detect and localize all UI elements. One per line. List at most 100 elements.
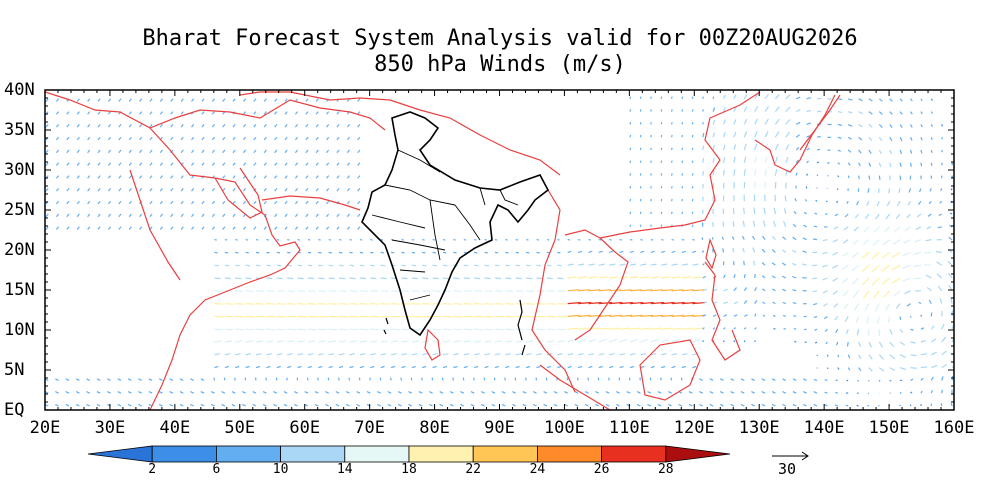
wind-vector	[297, 353, 304, 356]
wind-vector	[670, 377, 673, 381]
border-central-asia	[239, 91, 561, 176]
wind-vector	[882, 239, 891, 246]
wind-vector	[336, 226, 340, 230]
wind-vector	[660, 186, 663, 189]
wind-vector	[107, 226, 112, 230]
wind-vector	[584, 391, 589, 394]
wind-vector	[484, 251, 488, 254]
wind-vector	[222, 226, 226, 230]
wind-vector	[211, 124, 215, 128]
wind-vector	[222, 162, 226, 166]
wind-vector	[348, 377, 351, 381]
wind-vector	[913, 277, 921, 280]
wind-vector	[567, 250, 572, 253]
wind-vector	[222, 136, 226, 141]
wind-vector	[578, 276, 588, 279]
wind-vector	[650, 186, 652, 189]
wind-vector	[45, 98, 49, 102]
wind-vector	[868, 162, 872, 167]
wind-vector	[771, 262, 776, 266]
wind-vector	[526, 251, 530, 254]
colorbar-segment	[537, 445, 603, 463]
wind-vector	[823, 303, 828, 307]
wind-vector	[169, 391, 174, 394]
wind-vector	[532, 391, 537, 394]
wind-vector	[816, 110, 822, 113]
wind-vector	[639, 109, 642, 112]
wind-vector	[318, 328, 328, 331]
wind-vector	[743, 156, 747, 163]
wind-vector	[858, 123, 863, 128]
wind-vector	[242, 188, 247, 192]
wind-vector	[505, 328, 515, 331]
wind-vector	[66, 149, 70, 154]
wind-vector	[45, 124, 49, 128]
wind-vector	[276, 353, 283, 356]
wind-vector	[346, 188, 350, 192]
wind-vector	[453, 315, 463, 318]
wind-vector	[357, 175, 361, 179]
wind-vector	[339, 251, 343, 254]
wind-vector	[441, 377, 444, 381]
wind-vector	[887, 316, 891, 324]
wind-vector	[325, 391, 329, 394]
wind-vector	[852, 277, 860, 285]
wind-vector	[263, 226, 267, 230]
wind-vector	[87, 111, 91, 115]
wind-vector	[128, 111, 132, 115]
wind-vector	[315, 98, 319, 102]
wind-vector	[761, 262, 766, 266]
wind-vector	[702, 250, 704, 253]
wind-vector	[743, 118, 748, 125]
wind-vector	[588, 239, 591, 241]
wind-vector	[920, 366, 928, 369]
wind-vector	[578, 289, 591, 292]
wind-vector	[910, 328, 914, 331]
wind-vector	[733, 144, 737, 151]
wind-vector	[297, 264, 303, 267]
wind-vector	[925, 239, 932, 242]
wind-vector	[762, 314, 766, 317]
wind-vector	[149, 162, 153, 166]
wind-vector	[930, 376, 934, 381]
wind-vector	[442, 340, 451, 343]
wind-vector	[338, 377, 340, 381]
lon-tick-label: 50E	[224, 418, 256, 438]
lon-tick-label: 90E	[484, 418, 515, 438]
wind-vector	[442, 303, 453, 305]
wind-vector	[242, 111, 247, 115]
wind-vector	[359, 277, 366, 280]
wind-vector	[557, 353, 563, 356]
wind-vector	[515, 328, 525, 331]
wind-vector	[432, 290, 441, 292]
wind-vector	[170, 124, 174, 128]
wind-vector	[139, 136, 143, 141]
wind-vector	[66, 111, 70, 115]
wind-vector	[925, 274, 932, 279]
wind-vector	[266, 290, 275, 292]
wind-vector	[660, 160, 663, 163]
wind-vector	[671, 96, 673, 99]
wind-vector	[803, 211, 807, 215]
wind-vector	[314, 391, 319, 394]
wind-vector	[733, 131, 737, 138]
wind-vector	[505, 353, 511, 356]
wind-vector	[824, 391, 828, 394]
colorbar-segment	[601, 445, 667, 463]
wind-vector	[432, 264, 438, 267]
wind-vector	[881, 251, 891, 259]
wind-vector	[928, 299, 932, 304]
wind-vector	[400, 377, 403, 381]
wind-vector	[906, 303, 911, 307]
wind-vector	[639, 122, 642, 125]
wind-vector	[792, 302, 797, 305]
wind-vector	[731, 236, 735, 240]
wind-vector	[453, 340, 461, 343]
wind-vector	[567, 239, 571, 241]
wind-vector	[86, 378, 91, 381]
wind-vector	[390, 365, 396, 369]
wind-vector	[871, 264, 880, 273]
wind-vector	[671, 173, 673, 176]
wind-vector	[702, 340, 704, 343]
wind-vector	[926, 226, 932, 230]
